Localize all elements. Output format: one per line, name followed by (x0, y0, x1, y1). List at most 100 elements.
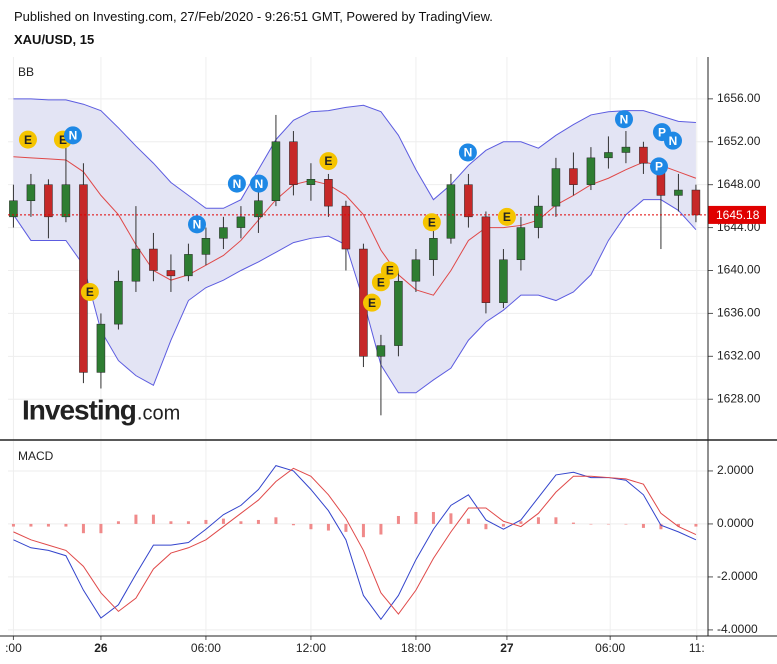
histogram-bar (449, 513, 453, 524)
histogram-bar (379, 523, 383, 535)
histogram-bar (431, 512, 435, 524)
candle-body (324, 179, 333, 207)
histogram-bar (676, 523, 680, 527)
event-marker-label: N (464, 146, 473, 160)
histogram-bar (11, 523, 15, 527)
event-marker-label: P (658, 125, 666, 139)
y-tick-label: 2.0000 (717, 463, 754, 477)
x-tick-label: 26 (94, 641, 108, 655)
y-tick-label: 1636.00 (717, 306, 761, 320)
event-marker (458, 143, 477, 162)
event-marker (18, 130, 37, 149)
x-tick-label: 06:00 (595, 641, 625, 655)
histogram-bar (659, 523, 663, 530)
candle-body (464, 184, 473, 218)
candle-body (429, 238, 438, 261)
candle-body (499, 259, 508, 303)
last-price-label: 1645.18 (716, 208, 760, 222)
candle-body (114, 280, 123, 325)
event-marker-label: P (655, 160, 663, 174)
y-tick-label: -4.0000 (717, 622, 758, 636)
candle-body (481, 216, 491, 303)
histogram-bar (221, 518, 225, 524)
histogram-bar (606, 523, 610, 525)
candle-body (516, 227, 526, 261)
histogram-bar (274, 517, 278, 524)
event-marker-label: E (386, 264, 394, 278)
histogram-bar (361, 523, 365, 538)
candle-body (674, 189, 683, 196)
histogram-bar (81, 523, 85, 534)
histogram-bar (326, 523, 330, 531)
y-tick-label: 1656.00 (717, 91, 761, 105)
histogram-bar (256, 519, 260, 524)
event-marker-label: N (255, 177, 264, 191)
event-marker-label: E (59, 133, 67, 147)
histogram-bar (519, 521, 523, 524)
last-price-box (708, 205, 766, 224)
event-marker-label: E (428, 215, 436, 229)
event-marker-label: E (86, 285, 94, 299)
x-tick-label: :00 (5, 641, 22, 655)
event-marker (188, 215, 206, 234)
candle-body (551, 168, 561, 207)
histogram-bar (46, 523, 50, 527)
candle-body (639, 146, 648, 164)
band-fill (13, 98, 696, 393)
histogram-bar (466, 518, 470, 524)
candle-body (604, 152, 613, 159)
histogram-bar (99, 523, 103, 534)
candle-body (289, 141, 298, 185)
event-marker (319, 152, 338, 171)
histogram-bar (239, 521, 243, 524)
pane-title: MACD (18, 449, 54, 463)
histogram-bar (554, 517, 558, 524)
event-marker (615, 110, 633, 129)
x-tick-label: 12:00 (296, 641, 326, 655)
event-marker (249, 174, 268, 193)
y-tick-label: 1628.00 (717, 391, 761, 405)
histogram-bar (29, 523, 33, 527)
event-marker-label: N (620, 112, 629, 126)
event-marker (497, 207, 516, 226)
event-marker (363, 293, 381, 312)
y-tick-label: 1648.00 (717, 177, 761, 191)
y-tick-label: 1640.00 (717, 263, 761, 277)
histogram-bar (396, 515, 400, 524)
x-tick-label: 27 (500, 641, 514, 655)
y-tick-label: -2.0000 (717, 569, 758, 583)
watermark: .com (137, 402, 180, 424)
candle-body (586, 157, 596, 185)
event-marker (80, 282, 99, 301)
histogram-bar (694, 523, 698, 527)
histogram-bar (186, 521, 190, 524)
event-marker-label: E (24, 133, 32, 147)
candle-body (376, 345, 386, 357)
candle-body (184, 254, 193, 277)
bb-line (13, 156, 697, 296)
candle-body (306, 179, 316, 185)
event-marker (422, 213, 441, 232)
x-tick-label: 18:00 (401, 641, 431, 655)
bb-line (13, 98, 696, 209)
histogram-bar (414, 512, 418, 524)
pane-title: BB (18, 65, 34, 79)
histogram-bar (204, 519, 208, 524)
bb-line (13, 199, 697, 394)
histogram-bar (344, 523, 348, 532)
candle-body (271, 141, 281, 202)
histogram-bar (116, 521, 120, 524)
histogram-bar (589, 523, 593, 525)
y-tick-label: 0.0000 (717, 516, 754, 530)
candle-body (219, 227, 228, 239)
y-tick-label: 1632.00 (717, 348, 761, 362)
histogram-bar (536, 517, 540, 524)
candle-body (44, 184, 53, 218)
candle-body (254, 200, 263, 218)
histogram-bar (501, 523, 505, 527)
candle-body (621, 146, 631, 153)
candle-body (411, 259, 421, 282)
event-marker-label: N (669, 134, 678, 148)
